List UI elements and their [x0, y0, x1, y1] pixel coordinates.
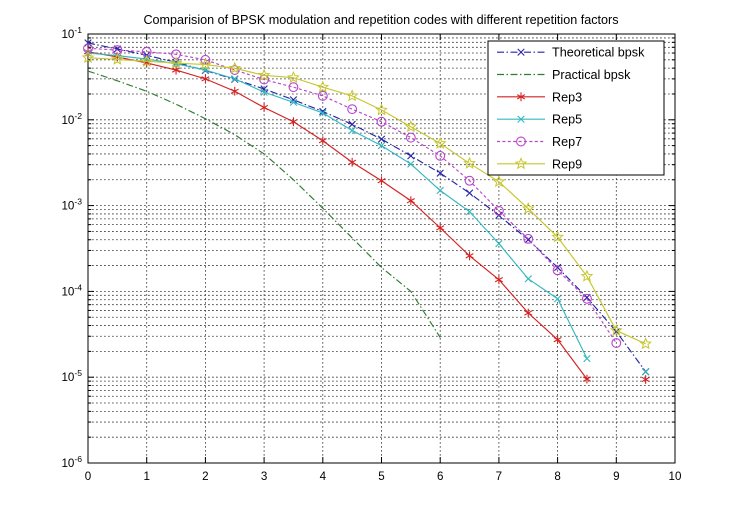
series-rep9	[81, 50, 653, 350]
legend-item-rep7: Rep7	[497, 135, 582, 149]
x-tick-label: 3	[261, 470, 267, 483]
x-tick-label: 4	[320, 470, 327, 483]
x-tick-label: 6	[437, 470, 443, 483]
legend-item-rep3: Rep3	[497, 90, 582, 104]
legend-label: Rep3	[552, 90, 582, 104]
y-tick-label: 10-4	[61, 282, 82, 298]
legend-item-theoretical-bpsk: Theoretical bpsk	[497, 46, 645, 60]
legend: Theoretical bpsk Practical bpsk Rep3 Rep5 Re…	[487, 40, 665, 176]
y-tick-label: 10-3	[61, 197, 82, 213]
legend-label: Rep9	[552, 157, 582, 171]
x-tick-label: 5	[378, 470, 384, 483]
chart-title: Comparision of BPSK modulation and repet…	[143, 13, 618, 27]
legend-item-practical-bpsk: Practical bpsk	[497, 68, 631, 82]
plot-area: 0 1 2 3 4 5 6 7 8 9 10 10-1 10-2 10-3 10-4 10-5 10-6 Theo…	[61, 25, 681, 483]
legend-item-rep5: Rep5	[497, 113, 582, 127]
legend-box	[487, 40, 665, 176]
x-tick-label: 10	[669, 470, 682, 483]
x-tick-label: 7	[496, 470, 502, 483]
y-tick-label: 10-1	[61, 25, 82, 41]
legend-label: Practical bpsk	[552, 68, 631, 82]
y-tick-label: 10-5	[61, 368, 82, 384]
x-axis-labels: 0 1 2 3 4 5 6 7 8 9 10	[85, 470, 682, 483]
x-tick-label: 2	[202, 470, 208, 483]
x-tick-label: 8	[554, 470, 560, 483]
y-axis-labels: 10-1 10-2 10-3 10-4 10-5 10-6	[61, 25, 82, 470]
legend-label: Rep5	[552, 113, 582, 127]
x-tick-label: 9	[613, 470, 619, 483]
series-rep3	[83, 47, 650, 384]
x-tick-label: 1	[143, 470, 149, 483]
y-tick-label: 10-2	[61, 111, 82, 127]
series-practical-bpsk	[87, 70, 441, 338]
x-tick-label: 0	[85, 470, 91, 483]
y-tick-label: 10-6	[61, 454, 82, 470]
legend-label: Rep7	[552, 135, 582, 149]
legend-label: Theoretical bpsk	[552, 46, 645, 60]
legend-item-rep9: Rep9	[497, 157, 582, 171]
